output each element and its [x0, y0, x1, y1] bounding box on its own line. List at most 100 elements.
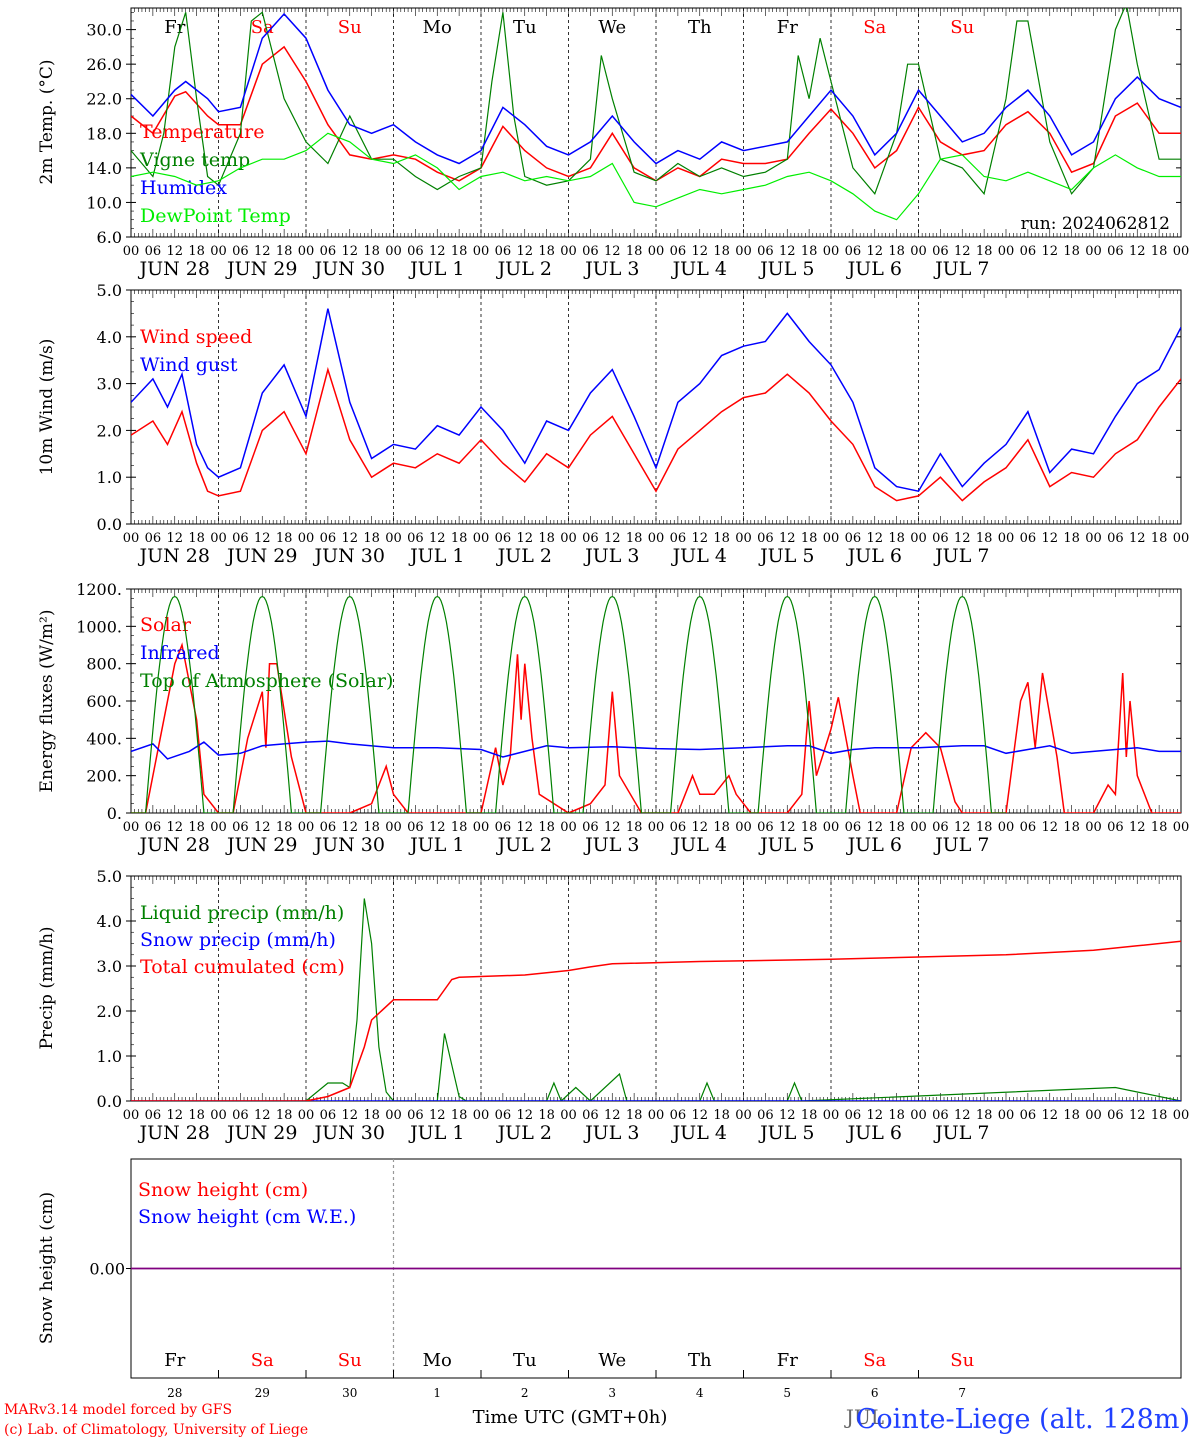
panels-layer: 00 06 12 18 00 06 12 18 00 06 12 18 00 06 12 18 00 06 12 18…	[37, 7, 1189, 1400]
y-tick-label: 0.0	[97, 515, 122, 534]
date-label: JUL 5	[758, 834, 814, 856]
hour-tick-label: 12	[429, 531, 446, 546]
hour-tick-label: 06	[232, 244, 249, 259]
hour-tick-label: 00	[123, 531, 140, 546]
date-label: JUL 3	[583, 258, 639, 280]
y-tick-label: 1.0	[97, 468, 122, 487]
hour-tick-label: 06	[320, 1108, 337, 1123]
hour-tick-label: 12	[954, 531, 971, 546]
y-axis-label: Energy fluxes (W/m²)	[37, 610, 57, 793]
date-label: JUL 4	[671, 834, 727, 856]
hour-tick-label: 06	[845, 1108, 862, 1123]
legend-entry: Total cumulated (cm)	[140, 956, 345, 978]
y-tick-label: 5.0	[97, 281, 122, 300]
weekday-label: We	[598, 17, 626, 38]
weekday-label: Fr	[164, 17, 185, 38]
date-label: JUL 4	[671, 545, 727, 567]
weekday-label: Th	[688, 17, 712, 38]
hour-tick-label: 06	[232, 1108, 249, 1123]
date-label: JUL 2	[496, 258, 552, 280]
hour-tick-label: 00	[998, 820, 1015, 835]
hour-tick-label: 00	[823, 244, 840, 259]
date-num-label: 3	[608, 1386, 616, 1400]
y-tick-label: 4.0	[97, 328, 122, 347]
y-tick-label: 4.0	[97, 912, 122, 931]
hour-tick-label: 12	[516, 1108, 533, 1123]
run-label: run: 2024062812	[1021, 214, 1170, 234]
y-tick-label: 3.0	[97, 375, 122, 394]
hour-tick-label: 00	[473, 1108, 490, 1123]
hour-tick-label: 18	[1063, 244, 1080, 259]
hour-tick-label: 12	[866, 1108, 883, 1123]
hour-tick-label: 18	[1063, 531, 1080, 546]
date-label: JUN 28	[138, 1122, 210, 1144]
hour-tick-label: 00	[385, 1108, 402, 1123]
hour-tick-label: 18	[888, 531, 905, 546]
panel-4: 00 06 12 18 00 06 12 18 00 06 12 18 00 06 12 18 00 06 12 18…	[37, 867, 1189, 1144]
hour-tick-label: 00	[298, 820, 315, 835]
hour-tick-label: 06	[1107, 244, 1124, 259]
date-label: JUN 28	[138, 258, 210, 280]
credit-line-1: MARv3.14 model forced by GFS	[4, 1402, 232, 1418]
date-label: JUN 29	[225, 258, 297, 280]
hour-tick-label: 06	[757, 531, 774, 546]
hour-tick-label: 12	[1041, 1108, 1058, 1123]
hour-tick-label: 18	[1151, 531, 1168, 546]
date-label: JUL 5	[758, 545, 814, 567]
date-num-label: 6	[871, 1386, 879, 1400]
hour-tick-label: 18	[451, 244, 468, 259]
hour-tick-label: 00	[123, 820, 140, 835]
hour-tick-label: 12	[779, 531, 796, 546]
hour-tick-label: 00	[910, 531, 927, 546]
hour-tick-label: 18	[363, 820, 380, 835]
y-tick-label: 2.0	[97, 1002, 122, 1021]
y-tick-label: 800.	[86, 655, 122, 674]
series-line-wind-gust	[131, 308, 1181, 493]
hour-tick-label: 12	[341, 820, 358, 835]
y-tick-label: 400.	[86, 729, 122, 748]
date-num-label: 28	[167, 1386, 182, 1400]
hour-tick-label: 18	[801, 244, 818, 259]
hour-tick-label: 00	[998, 244, 1015, 259]
date-label: JUN 29	[225, 834, 297, 856]
weekday-label: Th	[688, 1350, 712, 1371]
hour-tick-label: 12	[341, 531, 358, 546]
y-tick-label: 0.0	[97, 1092, 122, 1111]
date-label: JUL 6	[846, 258, 902, 280]
hour-tick-label: 06	[407, 820, 424, 835]
hour-tick-label: 18	[538, 1108, 555, 1123]
series-line-top-of-atmosphere-solar-	[131, 595, 1006, 813]
date-label: JUL 1	[408, 1122, 464, 1144]
hour-tick-label: 12	[691, 244, 708, 259]
panel-3: 00 06 12 18 00 06 12 18 00 06 12 18 00 06 12 18 00 06 12 18…	[37, 580, 1189, 856]
hour-tick-label: 06	[582, 1108, 599, 1123]
month-overlay: JUL	[844, 1405, 884, 1429]
hour-tick-label: 00	[298, 531, 315, 546]
date-label: JUN 28	[138, 834, 210, 856]
date-label: JUL 3	[583, 834, 639, 856]
weekday-label: Fr	[164, 1350, 185, 1371]
hour-tick-label: 06	[495, 531, 512, 546]
hour-tick-label: 12	[604, 531, 621, 546]
hour-tick-label: 18	[976, 531, 993, 546]
hour-tick-label: 00	[1085, 244, 1102, 259]
hour-tick-label: 12	[166, 820, 183, 835]
hour-tick-label: 00	[735, 820, 752, 835]
hour-tick-label: 18	[451, 820, 468, 835]
legend-entry: Snow precip (mm/h)	[140, 929, 336, 951]
y-tick-label: 26.0	[86, 55, 122, 74]
hour-tick-label: 18	[976, 820, 993, 835]
hour-tick-label: 12	[954, 1108, 971, 1123]
hour-tick-label: 18	[538, 820, 555, 835]
hour-tick-label: 06	[845, 820, 862, 835]
weekday-label: Fr	[777, 1350, 798, 1371]
date-label: JUL 3	[583, 1122, 639, 1144]
date-num-label: 4	[696, 1386, 704, 1400]
hour-tick-label: 18	[188, 820, 205, 835]
hour-tick-label: 00	[1085, 531, 1102, 546]
y-tick-label: 2.0	[97, 421, 122, 440]
series-line-humidex	[131, 12, 1181, 165]
hour-tick-label: 00	[123, 244, 140, 259]
hour-tick-label: 18	[626, 1108, 643, 1123]
